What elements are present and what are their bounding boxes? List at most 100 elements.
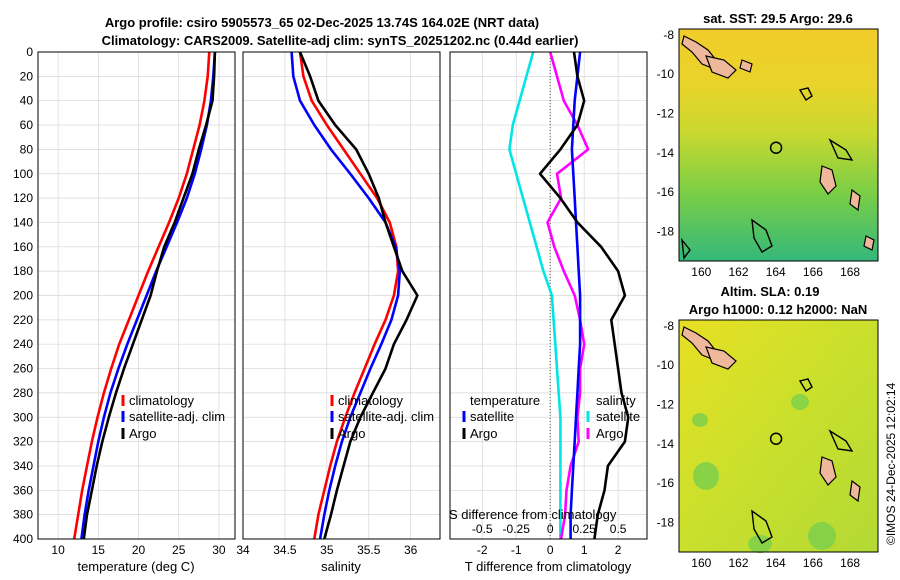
lon-tick-label: 166 — [803, 265, 823, 279]
lon-tick-label: 160 — [691, 265, 711, 279]
sla-patch — [808, 522, 836, 550]
sla-map-panel: Altim. SLA: 0.19 Argo h1000: 0.12 h2000:… — [657, 284, 879, 570]
series-line-temperature-argo — [538, 51, 630, 540]
y-tick-label: 300 — [13, 410, 33, 424]
lon-tick-label: 164 — [766, 556, 786, 570]
y-tick-label: 220 — [13, 313, 33, 327]
sst-lat-tick-labels: -8 -10 -12 -14 -16 -18 — [657, 28, 675, 239]
lat-tick-label: -10 — [657, 67, 675, 81]
legend-label-argo: Argo — [129, 426, 156, 441]
sla-lon-tick-labels: 160 162 164 166 168 — [691, 556, 860, 570]
lat-tick-label: -10 — [657, 358, 675, 372]
x-tick-label: 35 — [320, 543, 334, 557]
figure-title-line1: Argo profile: csiro 5905573_65 02-Dec-20… — [105, 15, 539, 30]
y-tick-label: 0 — [26, 45, 33, 59]
sst-map-frame — [678, 28, 879, 262]
lat-tick-label: -18 — [657, 225, 675, 239]
sla-patch — [791, 394, 809, 410]
y-tick-label: 400 — [13, 532, 33, 546]
x-tick-label: -1 — [511, 543, 522, 557]
island-shape — [863, 235, 875, 251]
x-tick-label: 10 — [51, 543, 65, 557]
sst-lon-tick-labels: 160 162 164 166 168 — [691, 265, 860, 279]
argo-location-marker — [769, 432, 783, 446]
lon-tick-label: 168 — [840, 556, 860, 570]
y-tick-label: 280 — [13, 386, 33, 400]
y-tick-label: 140 — [13, 215, 33, 229]
sla-map-frame — [678, 319, 879, 553]
lat-tick-label: -12 — [657, 107, 675, 121]
figure-title-line2: Climatology: CARS2009. Satellite-adj cli… — [102, 33, 579, 48]
y-tick-label: 260 — [13, 362, 33, 376]
y-tick-label: 380 — [13, 508, 33, 522]
salinity-axes-frame — [242, 51, 441, 540]
series-line-argo — [298, 51, 419, 540]
salinity-tick-labels: 34 34.5 35 35.5 36 — [236, 543, 417, 557]
sst-coastlines — [681, 35, 875, 251]
y-tick-label: 120 — [13, 191, 33, 205]
lat-tick-label: -12 — [657, 398, 675, 412]
series-line-climatology — [298, 51, 400, 540]
argo-location-marker — [769, 141, 783, 155]
island-shape — [849, 479, 861, 503]
lat-tick-label: -16 — [657, 185, 675, 199]
reef-outline — [828, 138, 854, 161]
salinity-lines — [290, 51, 419, 540]
sla-map-title-line1: Altim. SLA: 0.19 — [721, 284, 820, 299]
difference-axes-frame — [449, 51, 648, 540]
sla-patch — [692, 413, 708, 427]
legend-label-satellite: satellite-adj. clim — [338, 409, 434, 424]
legend-label-climatology: climatology — [129, 393, 195, 408]
island-shape — [705, 55, 737, 79]
x-tick-label: 30 — [212, 543, 226, 557]
difference-grid — [450, 51, 647, 540]
x-tick-label: 1 — [581, 543, 588, 557]
s-difference-label: S difference from climatology — [449, 507, 617, 522]
island-shape — [819, 165, 837, 195]
lon-tick-label: 162 — [728, 556, 748, 570]
x-tick-label: 34.5 — [273, 543, 297, 557]
sla-low-patches — [692, 394, 836, 553]
sst-map-title: sat. SST: 29.5 Argo: 29.6 — [703, 11, 853, 26]
temperature-tick-labels: 10 15 20 25 30 — [51, 543, 225, 557]
t-difference-tick-labels: -2 -1 0 1 2 — [477, 543, 622, 557]
island-shape — [739, 59, 753, 73]
x-tick-label: 35.5 — [357, 543, 381, 557]
s-tick-label: 0.25 — [572, 522, 596, 536]
island-shape — [705, 346, 737, 370]
sla-patch — [748, 535, 772, 553]
s-tick-label: -0.25 — [503, 522, 531, 536]
sla-reef-outlines — [751, 378, 854, 544]
sla-lat-tick-labels: -8 -10 -12 -14 -16 -18 — [657, 319, 675, 530]
copyright-timestamp: ©IMOS 24-Dec-2025 12:02:14 — [884, 382, 898, 545]
sst-reef-outlines — [681, 87, 854, 260]
legend-title-salinity: salinity — [596, 393, 636, 408]
salinity-grid — [242, 51, 440, 540]
salinity-legend: climatology satellite-adj. clim Argo — [330, 393, 434, 441]
y-tick-label: 80 — [20, 142, 34, 156]
legend-label-satellite-t: satellite — [470, 409, 514, 424]
difference-legend-temperature: temperature satellite Argo — [462, 393, 540, 441]
y-tick-label: 160 — [13, 240, 33, 254]
series-line-argo — [82, 51, 217, 540]
s-tick-label: 0 — [547, 522, 554, 536]
x-tick-label: 15 — [92, 543, 106, 557]
legend-label-satellite-s: satellite — [596, 409, 640, 424]
island-shape — [819, 456, 837, 486]
s-tick-label: 0.5 — [610, 522, 627, 536]
reef-outline — [828, 429, 854, 452]
legend-label-climatology: climatology — [338, 393, 404, 408]
lon-tick-label: 162 — [728, 265, 748, 279]
difference-legend-salinity: salinity satellite Argo — [586, 393, 640, 441]
sla-map-title-line2: Argo h1000: 0.12 h2000: NaN — [689, 302, 867, 317]
x-tick-label: 36 — [404, 543, 418, 557]
lon-tick-label: 164 — [766, 265, 786, 279]
difference-panel: -2 -1 0 1 2 -0.5 -0.25 0 0.25 0.5 S difference f… — [449, 51, 648, 574]
series-line-climatology — [72, 51, 211, 540]
y-tick-label: 200 — [13, 289, 33, 303]
lon-tick-label: 166 — [803, 556, 823, 570]
x-tick-label: 25 — [172, 543, 186, 557]
sst-map-panel: sat. SST: 29.5 Argo: 29.6 -8 -10 -12 -14 -16… — [657, 11, 879, 279]
salinity-panel: 34 34.5 35 35.5 36 salinity climatology sate… — [236, 51, 441, 574]
x-tick-label: 34 — [236, 543, 250, 557]
